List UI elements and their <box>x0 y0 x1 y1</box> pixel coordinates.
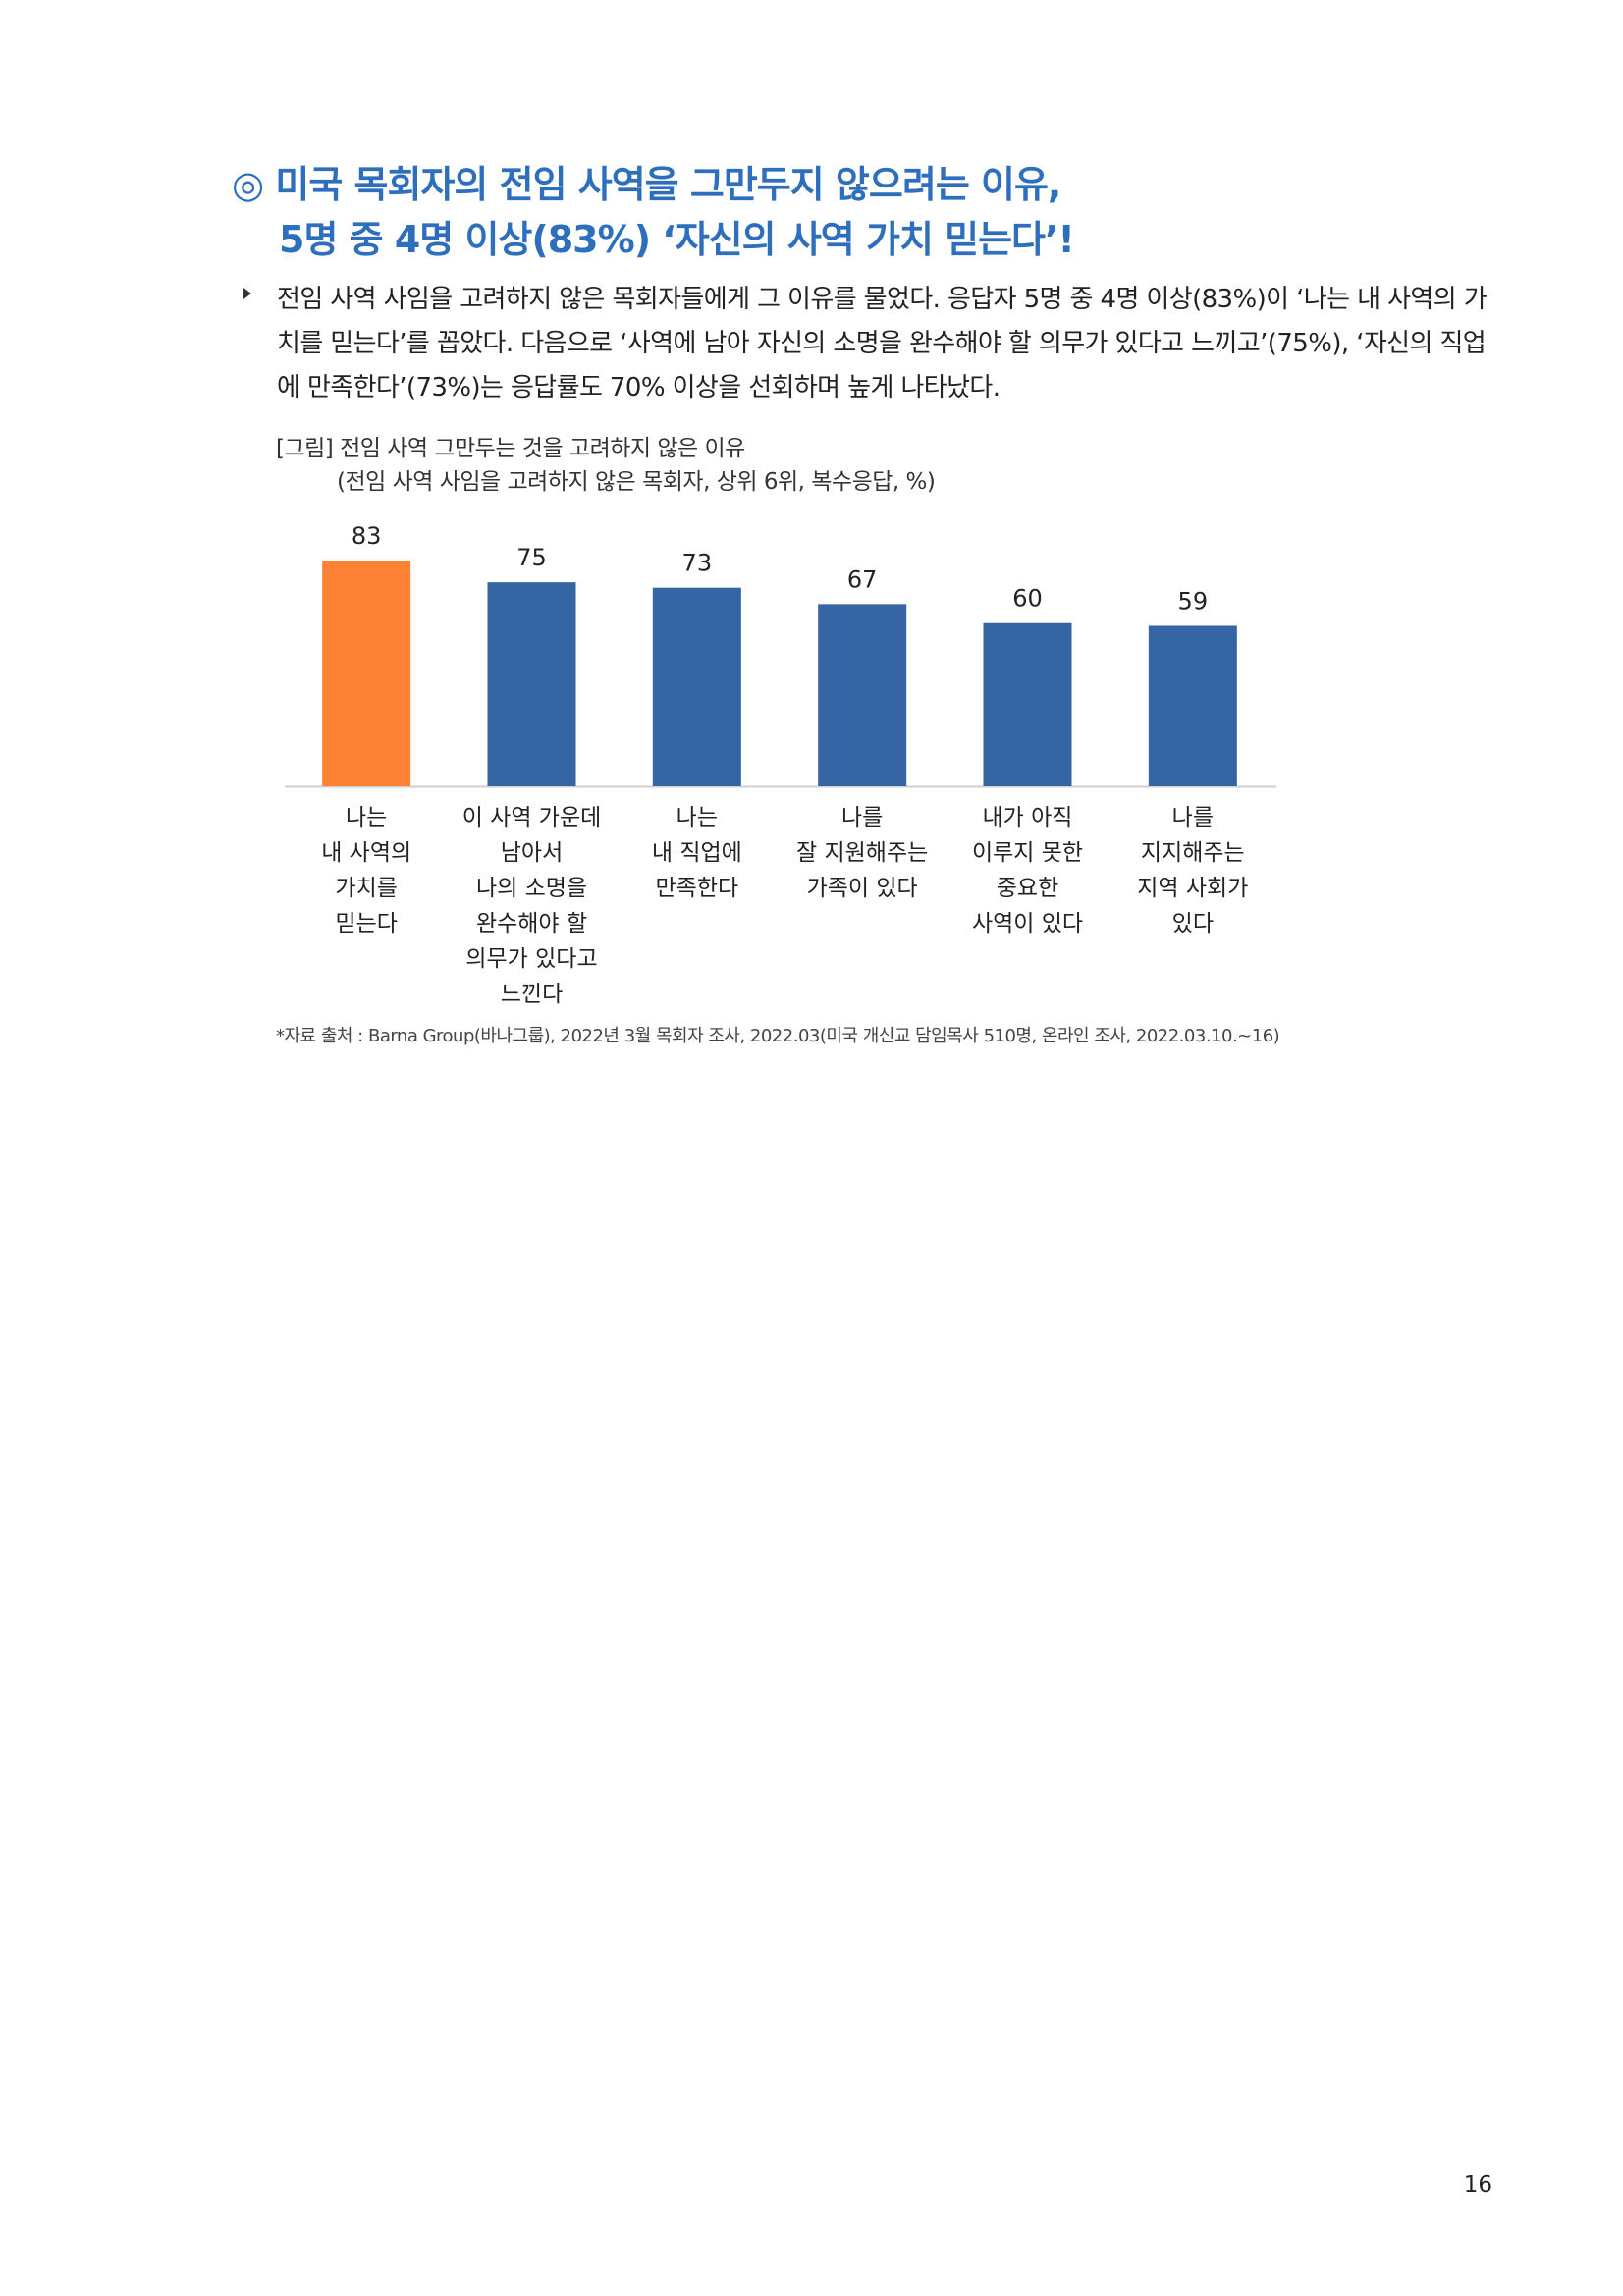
bar <box>652 587 741 786</box>
bar <box>1148 625 1237 786</box>
category-label: 의무가 있다고 <box>465 946 597 972</box>
category-label: 내 직업에 <box>652 840 742 866</box>
heading-line-2: 5명 중 4명 이상(83%) ‘자신의 사역 가치 믿는다’! <box>279 218 1075 261</box>
bar <box>983 622 1072 786</box>
category-label: 만족한다 <box>656 876 739 901</box>
data-label: 60 <box>1012 585 1043 613</box>
figure-subtitle: (전임 사역 사임을 고려하지 않은 목회자, 상위 6위, 복수응답, %) <box>337 469 936 495</box>
category-label: 이루지 못한 <box>972 840 1083 866</box>
heading-line-1: ◎ 미국 목회자의 전임 사역을 그만두지 않으려는 이유, <box>232 163 1061 206</box>
page-number: 16 <box>1463 2172 1492 2198</box>
category-label: 지역 사회가 <box>1137 876 1248 901</box>
bar <box>322 561 411 786</box>
category-label: 남아서 <box>501 840 563 866</box>
category-label: 나의 소명을 <box>476 876 587 901</box>
data-label: 75 <box>516 544 547 571</box>
category-label: 사역이 있다 <box>972 911 1083 936</box>
category-label: 지지해주는 <box>1141 840 1245 866</box>
category-label: 느낀다 <box>501 982 563 1007</box>
category-label: 중요한 <box>997 876 1058 901</box>
category-label: 가족이 있다 <box>807 876 918 901</box>
category-label: 나는 <box>346 805 387 830</box>
data-label: 67 <box>847 565 878 593</box>
data-label: 83 <box>352 522 382 550</box>
bar <box>487 582 576 786</box>
section-heading: ◎ 미국 목회자의 전임 사역을 그만두지 않으려는 이유, 5명 중 4명 이… <box>232 157 1508 267</box>
category-label: 나를 <box>841 805 883 830</box>
bar <box>818 604 907 786</box>
category-label: 가치를 <box>335 876 397 901</box>
category-label: 완수해야 할 <box>476 911 587 936</box>
category-label: 있다 <box>1172 911 1214 936</box>
source-note: *자료 출처 : Barna Group(바나그룹), 2022년 3월 목회자… <box>276 1026 1280 1046</box>
category-label: 내 사역의 <box>321 840 411 866</box>
category-label: 잘 지원해주는 <box>796 840 928 866</box>
body-text: 전임 사역 사임을 고려하지 않은 목회자들에게 그 이유를 물었다. 응답자 … <box>277 285 1488 402</box>
category-label: 이 사역 가운데 <box>462 805 602 830</box>
category-label: 나는 <box>676 805 718 830</box>
bullet-arrow-icon <box>243 288 251 299</box>
category-label: 나를 <box>1172 805 1214 830</box>
figure-title: [그림] 전임 사역 그만두는 것을 고려하지 않은 이유 <box>276 436 745 461</box>
category-label: 내가 아직 <box>983 805 1073 830</box>
data-label: 59 <box>1178 588 1209 615</box>
category-label: 믿는다 <box>335 911 397 936</box>
data-label: 73 <box>682 550 713 577</box>
body-paragraph: 전임 사역 사임을 고려하지 않은 목회자들에게 그 이유를 물었다. 응답자 … <box>243 278 1490 410</box>
